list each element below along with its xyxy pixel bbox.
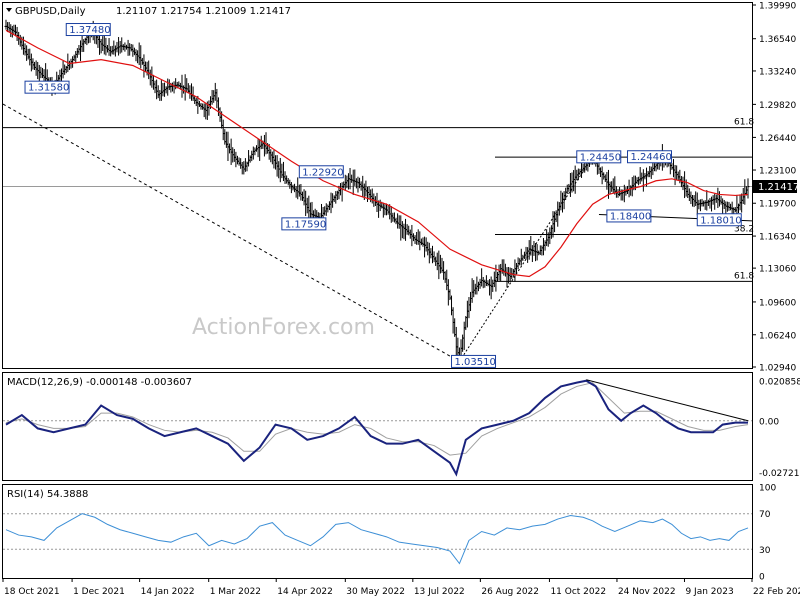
price-tick-label: 1.26440 [759,134,796,144]
collapse-triangle-icon[interactable] [6,8,12,12]
trendlines [2,103,587,362]
price-tick-label: 1.16340 [759,233,796,243]
price-axis: 1.39990 1.36540 1.33240 1.29820 1.26440 1.231… [752,2,796,374]
macd-title: MACD(12,26,9) -0.000148 -0.003607 [7,377,192,388]
time-tick-label: 1 Dec 2021 [73,587,125,597]
macd-tick-label: 0.00 [759,417,779,427]
annotation-label: 1.22920 [302,167,343,178]
rsi-tick-label: 0 [759,573,765,583]
symbol-label: GBPUSD,Daily [15,6,86,17]
annotation-box [696,213,742,227]
annotation-box [65,23,111,37]
price-tick-label: 1.19700 [759,200,796,210]
level-label: 38.2 [734,225,754,235]
rsi-tick-label: 100 [759,484,776,494]
annotation-label: 1.24450 [580,152,621,163]
annotation-box [627,150,673,164]
price-tick-label: 1.39990 [759,2,796,12]
price-tick-label: 1.13060 [759,265,796,275]
time-tick-label: 14 Jan 2022 [141,587,195,597]
annotation-label: 1.17590 [285,219,326,230]
rsi-plot [3,513,752,565]
annotation-label: 1.18010 [700,215,741,226]
macd-signal-line [5,382,749,456]
annotation-box [576,150,622,164]
current-price-box [753,180,797,193]
macd-panel-frame [2,372,753,481]
rsi-panel-frame [2,484,753,579]
annotation-box [298,165,344,179]
time-tick-label: 1 Mar 2022 [210,587,261,597]
annotation-label: 1.18400 [610,211,651,222]
ohlc-label: 1.21107 1.21754 1.21009 1.21417 [116,6,291,17]
current-price-label: 1.21417 [758,182,799,193]
macd-plot [3,379,752,477]
price-header: GBPUSD,Daily 1.21107 1.21754 1.21009 1.2… [6,6,291,17]
time-tick-label: 14 Apr 2022 [277,587,333,597]
price-panel-frame [2,2,753,369]
ohlc-bars [4,19,750,367]
price-tick-label: 1.33240 [759,67,796,77]
price-tick-label: 1.09600 [759,298,796,308]
time-tick-label: 18 Oct 2021 [4,587,60,597]
annotation-box [451,354,497,368]
macd-tick-label: 0.020858 [759,377,800,387]
watermark: ActionForex.com [192,315,375,340]
annotation-box [606,209,652,223]
price-tick-label: 1.06240 [759,331,796,341]
macd-line [5,379,748,477]
time-tick-label: 22 Feb 2023 [753,587,800,597]
level-label: 61.8 [734,118,754,128]
rsi-tick-label: 30 [759,546,771,556]
rsi-tick-label: 70 [759,510,771,520]
time-tick-label: 9 Jan 2023 [685,587,733,597]
annotation-box [281,217,327,231]
rising-trendline [459,166,587,362]
macd-trendline [586,379,749,422]
time-axis: 18 Oct 2021 1 Dec 2021 14 Jan 2022 1 Mar 20… [2,578,800,597]
annotation-label: 1.03510 [455,357,496,368]
moving-average [5,29,749,278]
rsi-line [5,513,749,565]
price-annotations: 1.37480 1.31580 1.22920 1.17590 1.03510 1.244… [24,23,742,368]
current-price-marker: 1.21417 [753,180,799,193]
level-label: 61.8 [734,271,754,281]
time-tick-label: 24 Nov 2022 [618,587,676,597]
annotation-box [24,80,70,94]
rsi-axis: 100 70 30 0 [759,484,776,583]
macd-tick-label: -0.027213 [759,469,800,479]
price-tick-label: 1.02940 [759,364,796,374]
annotation-label: 1.24460 [631,152,672,163]
price-tick-label: 1.23100 [759,167,796,177]
annotation-label: 1.31580 [28,83,69,94]
price-tick-label: 1.29820 [759,101,796,111]
time-tick-label: 11 Oct 2022 [550,587,606,597]
time-tick-label: 30 May 2022 [346,587,405,597]
time-tick-label: 26 Aug 2022 [481,587,539,597]
time-tick-label: 13 Jul 2022 [414,587,465,597]
price-levels: 61.8 38.2 61.8 [3,118,754,282]
annotation-label: 1.37480 [69,25,110,36]
moving-average-line [5,29,749,278]
price-tick-label: 1.36540 [759,35,796,45]
macd-axis: 0.020858 0.00 -0.027213 [759,377,800,479]
rsi-title: RSI(14) 54.3888 [7,489,88,500]
